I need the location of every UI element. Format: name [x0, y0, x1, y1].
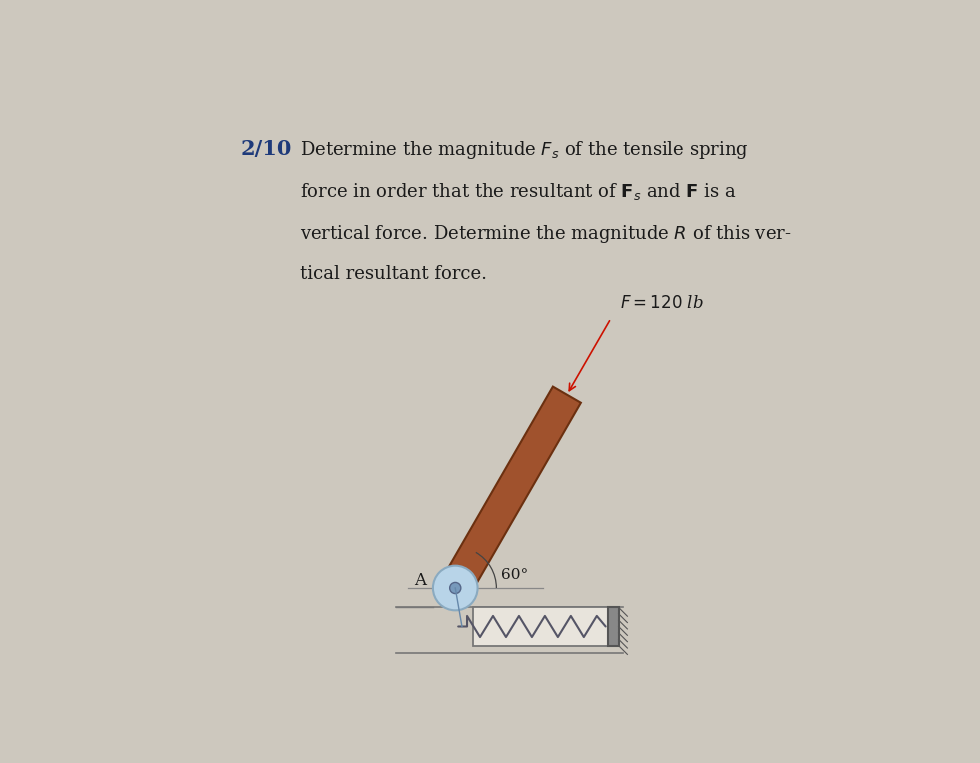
Circle shape	[450, 582, 461, 594]
Text: $F = 120$ lb: $F = 120$ lb	[619, 295, 704, 313]
Text: 2/10: 2/10	[241, 139, 292, 159]
Text: force in order that the resultant of $\mathbf{F}_s$ and $\mathbf{F}$ is a: force in order that the resultant of $\m…	[300, 181, 736, 202]
Bar	[473, 607, 608, 645]
Text: 60°: 60°	[501, 568, 528, 582]
Text: vertical force. Determine the magnitude $R$ of this ver-: vertical force. Determine the magnitude …	[300, 223, 791, 245]
Polygon shape	[441, 387, 581, 596]
Bar	[608, 607, 618, 645]
Text: tical resultant force.: tical resultant force.	[300, 266, 486, 284]
Text: A: A	[415, 572, 426, 589]
Circle shape	[433, 565, 477, 610]
Text: Determine the magnitude $F_s$ of the tensile spring: Determine the magnitude $F_s$ of the ten…	[300, 139, 749, 160]
